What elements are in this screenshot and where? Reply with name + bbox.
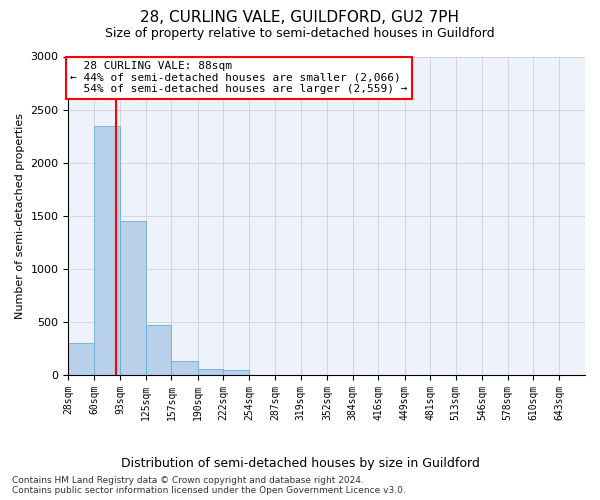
Text: Size of property relative to semi-detached houses in Guildford: Size of property relative to semi-detach… <box>105 28 495 40</box>
Bar <box>172 361 198 375</box>
Text: Distribution of semi-detached houses by size in Guildford: Distribution of semi-detached houses by … <box>121 458 479 470</box>
Bar <box>121 221 146 375</box>
Bar <box>198 368 223 375</box>
Text: Contains HM Land Registry data © Crown copyright and database right 2024.
Contai: Contains HM Land Registry data © Crown c… <box>12 476 406 495</box>
Text: 28, CURLING VALE, GUILDFORD, GU2 7PH: 28, CURLING VALE, GUILDFORD, GU2 7PH <box>140 10 460 25</box>
Bar <box>146 325 172 375</box>
Text: 28 CURLING VALE: 88sqm  
← 44% of semi-detached houses are smaller (2,066)
  54%: 28 CURLING VALE: 88sqm ← 44% of semi-det… <box>70 62 407 94</box>
Bar <box>223 370 249 375</box>
Bar <box>94 126 121 375</box>
Y-axis label: Number of semi-detached properties: Number of semi-detached properties <box>15 113 25 319</box>
Bar <box>68 343 94 375</box>
